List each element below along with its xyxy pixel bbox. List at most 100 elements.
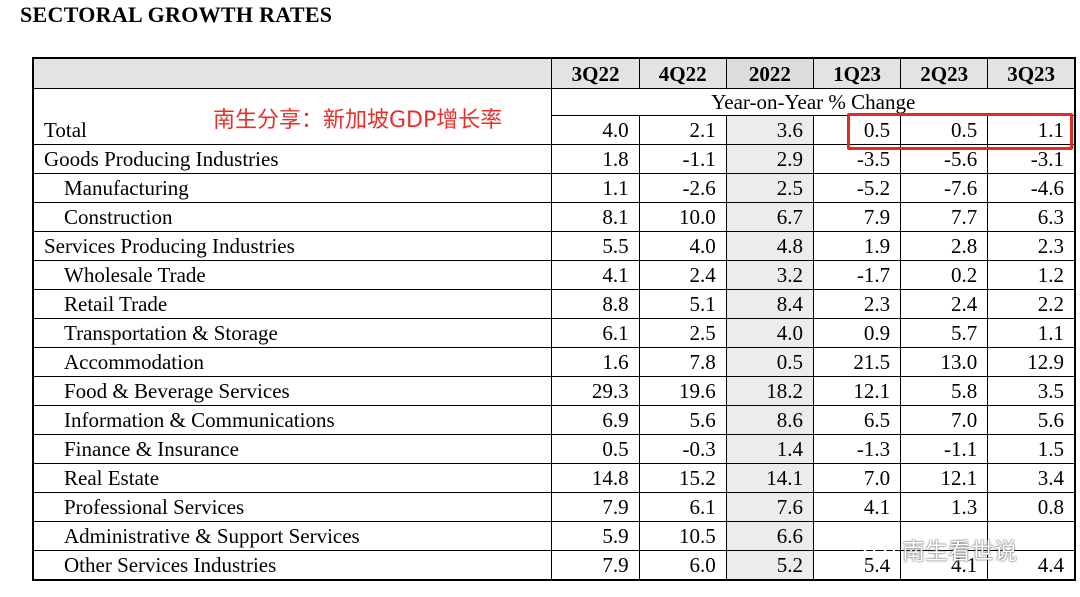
value-cell: 3.2 [725, 260, 814, 290]
row-label: Real Estate [32, 463, 553, 493]
table-row: Administrative & Support Services 5.9 10.5… [32, 521, 1076, 551]
value-cell: 29.3 [551, 376, 640, 406]
table-row: Manufacturing 1.1 -2.6 2.5 -5.2 -7.6 -4.6 [32, 173, 1076, 203]
value-cell: 1.4 [725, 434, 814, 464]
value-cell: 6.9 [551, 405, 640, 435]
value-cell: 2.8 [900, 231, 989, 261]
value-cell: 0.9 [812, 318, 902, 348]
highlight-box [847, 113, 1073, 150]
value-cell: 0.5 [551, 434, 640, 464]
table-row: Total 4.0 2.1 3.6 0.5 0.5 1.1 [32, 115, 1076, 145]
watermark: 南生看世说 [862, 532, 1017, 566]
value-cell: 4.1 [812, 492, 902, 522]
row-label: Other Services Industries [32, 550, 553, 581]
table-row: Professional Services 7.9 6.1 7.6 4.1 1.3 0.8 [32, 492, 1076, 522]
value-cell: 13.0 [900, 347, 989, 377]
column-header: 2022 [725, 57, 814, 89]
table-row: Other Services Industries 7.9 6.0 5.2 5.4 4.1… [32, 550, 1076, 581]
row-label: Wholesale Trade [32, 260, 553, 290]
table-row: Real Estate 14.8 15.2 14.1 7.0 12.1 3.4 [32, 463, 1076, 493]
value-cell: 1.6 [551, 347, 640, 377]
value-cell: 7.0 [812, 463, 902, 493]
value-cell: 2.4 [638, 260, 727, 290]
value-cell: 6.1 [551, 318, 640, 348]
table-row: Services Producing Industries 5.5 4.0 4.8 1.… [32, 231, 1076, 261]
value-cell: 2.9 [725, 144, 814, 174]
page-title: SECTORAL GROWTH RATES [20, 2, 333, 27]
table-row: Transportation & Storage 6.1 2.5 4.0 0.9 5.7 1… [32, 318, 1076, 348]
value-cell [987, 521, 1076, 551]
value-cell: 2.2 [987, 289, 1076, 319]
value-cell: 0.2 [900, 260, 989, 290]
value-cell: 1.3 [900, 492, 989, 522]
value-cell: 1.2 [987, 260, 1076, 290]
value-cell: 2.4 [900, 289, 989, 319]
value-cell: 6.7 [725, 202, 814, 232]
value-cell: 4.4 [987, 550, 1076, 581]
value-cell: 2.5 [725, 173, 814, 203]
value-cell: 1.5 [987, 434, 1076, 464]
watermark-text: 南生看世说 [902, 539, 1017, 565]
value-cell: 18.2 [725, 376, 814, 406]
value-cell: 4.8 [725, 231, 814, 261]
value-cell: 8.1 [551, 202, 640, 232]
value-cell: 8.6 [725, 405, 814, 435]
subheader-label: Year-on-Year % Change [551, 88, 1076, 116]
column-header: 3Q23 [987, 57, 1076, 89]
row-label: Accommodation [32, 347, 553, 377]
value-cell: 19.6 [638, 376, 727, 406]
value-cell: 5.6 [638, 405, 727, 435]
value-cell: 3.4 [987, 463, 1076, 493]
value-cell: 10.0 [638, 202, 727, 232]
value-cell: -1.1 [900, 434, 989, 464]
value-cell: 1.1 [551, 173, 640, 203]
value-cell: 2.5 [638, 318, 727, 348]
column-header: 1Q23 [812, 57, 902, 89]
value-cell: 5.8 [900, 376, 989, 406]
value-cell: 0.5 [812, 115, 902, 145]
value-cell: 3.6 [725, 115, 814, 145]
column-header: 3Q22 [551, 57, 640, 89]
value-cell: 7.9 [551, 550, 640, 581]
column-header: 2Q23 [900, 57, 989, 89]
value-cell: 7.7 [900, 202, 989, 232]
value-cell: 5.2 [725, 550, 814, 581]
value-cell: 10.5 [638, 521, 727, 551]
subheader-row: Year-on-Year % Change [32, 88, 1076, 116]
table-row: Retail Trade 8.8 5.1 8.4 2.3 2.4 2.2 [32, 289, 1076, 319]
row-label: Finance & Insurance [32, 434, 553, 464]
value-cell: 0.8 [987, 492, 1076, 522]
value-cell: 14.1 [725, 463, 814, 493]
value-cell: 5.6 [987, 405, 1076, 435]
value-cell: 5.7 [900, 318, 989, 348]
subheader-blank [32, 88, 553, 116]
value-cell: 12.9 [987, 347, 1076, 377]
value-cell: 5.5 [551, 231, 640, 261]
row-label: Professional Services [32, 492, 553, 522]
row-label: Transportation & Storage [32, 318, 553, 348]
value-cell: 0.5 [725, 347, 814, 377]
value-cell: 1.1 [987, 318, 1076, 348]
value-cell: 8.4 [725, 289, 814, 319]
value-cell: 4.1 [551, 260, 640, 290]
corner-cell [32, 57, 553, 89]
row-label: Manufacturing [32, 173, 553, 203]
value-cell: 6.3 [987, 202, 1076, 232]
value-cell: 5.1 [638, 289, 727, 319]
value-cell: 1.9 [812, 231, 902, 261]
row-label: Administrative & Support Services [32, 521, 553, 551]
row-label: Retail Trade [32, 289, 553, 319]
value-cell: -1.7 [812, 260, 902, 290]
table-row: Wholesale Trade 4.1 2.4 3.2 -1.7 0.2 1.2 [32, 260, 1076, 290]
table-row: Construction 8.1 10.0 6.7 7.9 7.7 6.3 [32, 202, 1076, 232]
row-label: Information & Communications [32, 405, 553, 435]
value-cell: 14.8 [551, 463, 640, 493]
value-cell: 5.9 [551, 521, 640, 551]
value-cell: 4.0 [638, 231, 727, 261]
value-cell: 2.3 [987, 231, 1076, 261]
value-cell: 7.6 [725, 492, 814, 522]
value-cell: 1.8 [551, 144, 640, 174]
value-cell: -1.3 [812, 434, 902, 464]
value-cell: 7.8 [638, 347, 727, 377]
value-cell: 6.0 [638, 550, 727, 581]
